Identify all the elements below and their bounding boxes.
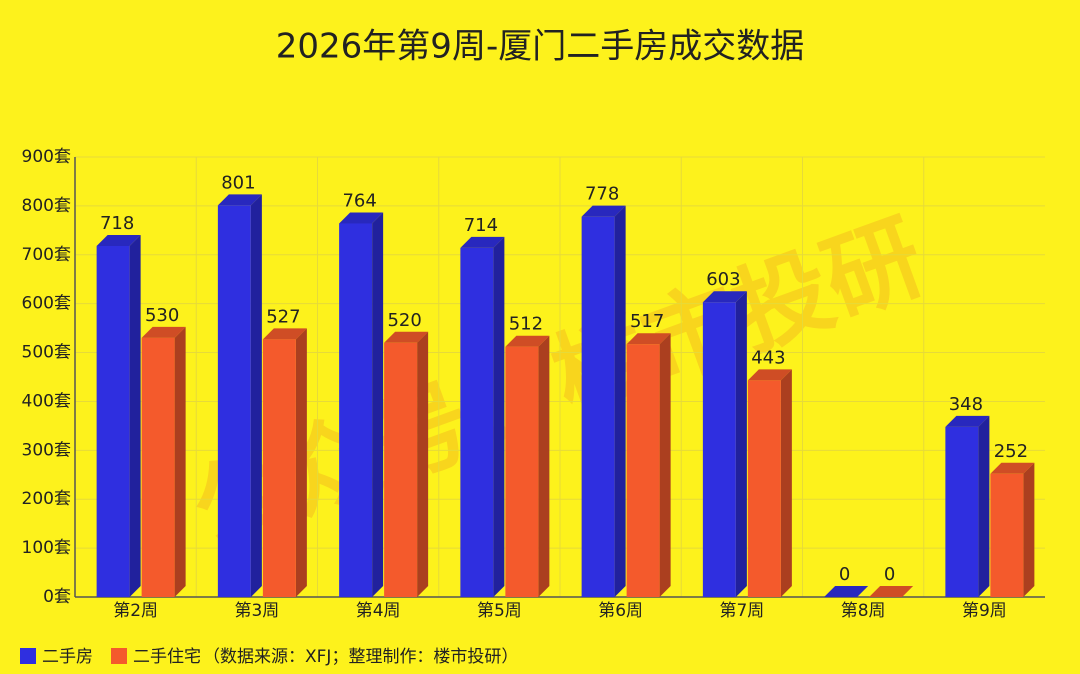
source-note: （数据来源：XFJ；整理制作：楼市投研） bbox=[203, 647, 518, 667]
y-tick-label: 100套 bbox=[22, 538, 71, 558]
value-label: 603 bbox=[706, 269, 740, 290]
bar bbox=[581, 216, 615, 597]
bar bbox=[96, 245, 130, 597]
bar-top bbox=[581, 205, 626, 217]
bar-top bbox=[505, 335, 550, 347]
bar-top bbox=[96, 234, 141, 246]
value-label: 0 bbox=[884, 564, 895, 585]
value-label: 764 bbox=[342, 190, 376, 211]
x-tick-label: 第5周 bbox=[477, 601, 522, 621]
bar-side bbox=[978, 415, 990, 597]
bar bbox=[990, 473, 1024, 597]
value-label: 443 bbox=[751, 347, 785, 368]
bar bbox=[626, 344, 660, 597]
bar-side bbox=[538, 335, 550, 597]
bar-top bbox=[869, 586, 914, 597]
y-tick-label: 700套 bbox=[22, 245, 71, 265]
value-label: 718 bbox=[100, 213, 134, 234]
bar-side bbox=[129, 234, 141, 597]
x-tick-label: 第7周 bbox=[719, 601, 764, 621]
x-tick-label: 第8周 bbox=[841, 601, 886, 621]
value-label: 714 bbox=[464, 215, 498, 236]
bar-side bbox=[614, 205, 626, 597]
y-tick-label: 400套 bbox=[22, 391, 71, 411]
bar-top bbox=[702, 291, 747, 303]
chart-title: 2026年第9周-厦门二手房成交数据 bbox=[276, 27, 804, 67]
bar-side bbox=[372, 212, 384, 597]
bar-side bbox=[735, 291, 747, 597]
bar-top bbox=[824, 586, 869, 597]
value-label: 252 bbox=[994, 441, 1028, 462]
bar-side bbox=[174, 326, 186, 597]
bar bbox=[945, 426, 979, 597]
bar bbox=[217, 205, 251, 597]
bar-top bbox=[990, 462, 1035, 474]
bar bbox=[460, 247, 494, 597]
bar-top bbox=[217, 194, 262, 206]
x-tick-label: 第9周 bbox=[962, 601, 1007, 621]
x-tick-label: 第4周 bbox=[356, 601, 401, 621]
bar bbox=[702, 302, 736, 597]
value-label: 527 bbox=[266, 306, 300, 327]
legend-label: 二手房 bbox=[42, 647, 93, 667]
value-label: 778 bbox=[585, 184, 619, 205]
bar bbox=[141, 337, 175, 597]
bar-side bbox=[295, 328, 307, 597]
bar-top bbox=[384, 331, 429, 343]
y-tick-label: 800套 bbox=[22, 196, 71, 216]
y-tick-label: 0套 bbox=[43, 587, 71, 607]
legend-swatch bbox=[20, 648, 36, 664]
bar-top bbox=[262, 328, 307, 340]
y-tick-label: 600套 bbox=[22, 294, 71, 314]
y-tick-label: 500套 bbox=[22, 343, 71, 363]
bar bbox=[384, 342, 418, 597]
bar-side bbox=[250, 194, 262, 597]
value-label: 801 bbox=[221, 172, 255, 193]
bar bbox=[505, 346, 539, 597]
bar-top bbox=[626, 333, 671, 345]
bar-side bbox=[659, 333, 671, 597]
bar-side bbox=[780, 369, 792, 597]
bar-side bbox=[1023, 462, 1035, 597]
bar-top bbox=[141, 326, 186, 338]
value-label: 348 bbox=[949, 394, 983, 415]
bar-side bbox=[493, 236, 505, 597]
bar-top bbox=[339, 212, 384, 224]
legend-swatch bbox=[111, 648, 127, 664]
value-label: 520 bbox=[387, 310, 421, 331]
bar-top bbox=[747, 369, 792, 381]
bar-top bbox=[945, 415, 990, 427]
y-tick-label: 900套 bbox=[22, 147, 71, 167]
value-label: 530 bbox=[145, 305, 179, 326]
x-tick-label: 第3周 bbox=[234, 601, 279, 621]
value-label: 512 bbox=[509, 314, 543, 335]
value-label: 517 bbox=[630, 311, 664, 332]
bar bbox=[747, 380, 781, 597]
bar bbox=[339, 223, 373, 597]
bar bbox=[262, 339, 296, 597]
x-tick-label: 第2周 bbox=[113, 601, 158, 621]
legend-label: 二手住宅 bbox=[133, 647, 201, 667]
x-tick-label: 第6周 bbox=[598, 601, 643, 621]
value-label: 0 bbox=[839, 564, 850, 585]
bar-side bbox=[417, 331, 429, 597]
bar-top bbox=[460, 236, 505, 248]
y-tick-label: 300套 bbox=[22, 440, 71, 460]
y-tick-label: 200套 bbox=[22, 489, 71, 509]
